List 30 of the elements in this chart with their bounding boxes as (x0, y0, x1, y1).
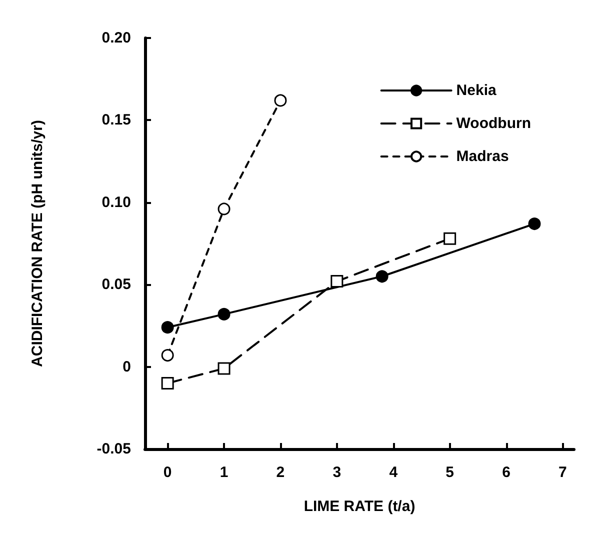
legend-label: Woodburn (456, 115, 532, 132)
y-tick-label: 0 (122, 358, 131, 376)
x-tick-label: 4 (389, 464, 398, 481)
point (444, 232, 456, 245)
point (218, 202, 230, 216)
x-axis-title: LIME RATE (t/a) (304, 498, 416, 515)
y-tick-label: 0.15 (102, 112, 131, 129)
x-tick-label: 1 (220, 464, 228, 481)
point (161, 376, 174, 390)
y-tick-label: 0.20 (102, 30, 131, 46)
x-tick-label: 6 (502, 464, 510, 481)
point (528, 218, 541, 230)
point (274, 94, 287, 107)
legend-label: Madras (456, 148, 509, 165)
point (161, 321, 174, 334)
x-tick-label: 0 (163, 464, 172, 481)
x-tick-label: 5 (446, 464, 454, 481)
y-axis-title: ACIDIFICATION RATE (pH units/yr) (29, 120, 46, 367)
point (376, 270, 388, 283)
point (218, 308, 230, 320)
point (218, 362, 230, 375)
x-tick-label: 7 (558, 464, 567, 481)
x-tick-label: 3 (332, 464, 342, 481)
y-tick-label: 0.05 (102, 276, 131, 294)
point (161, 349, 174, 362)
y-tick-label: 0.10 (102, 194, 131, 211)
x-tick-label: 2 (276, 464, 285, 481)
point (330, 275, 344, 288)
y-tick-label: -0.05 (96, 440, 131, 458)
legend-label: Nekia (456, 82, 497, 99)
